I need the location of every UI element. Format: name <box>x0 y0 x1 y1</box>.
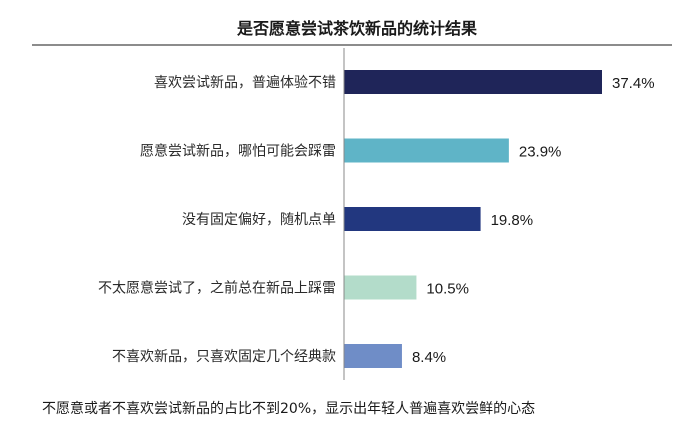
bar <box>344 138 509 163</box>
bar <box>344 207 481 231</box>
category-label: 喜欢尝试新品，普遍体验不错 <box>154 75 336 91</box>
bar <box>344 344 402 368</box>
bars-layer: 喜欢尝试新品，普遍体验不错 37.4% 愿意尝试新品，哪怕可能会踩雷 23.9% 没有固… <box>98 70 655 368</box>
value-label: 23.9% <box>519 144 562 161</box>
bar <box>344 70 602 94</box>
category-label: 愿意尝试新品，哪怕可能会踩雷 <box>140 143 336 160</box>
category-label: 不喜欢新品，只喜欢固定几个经典款 <box>112 349 336 365</box>
value-label: 37.4% <box>612 75 655 92</box>
chart-title: 是否愿意尝试茶饮新品的统计结果 <box>236 19 477 38</box>
bar <box>344 275 417 300</box>
value-label: 19.8% <box>491 212 534 229</box>
category-label: 没有固定偏好，随机点单 <box>182 212 336 228</box>
footnote: 不愿意或者不喜欢尝试新品的占比不到20%，显示出年轻人普遍喜欢尝鲜的心态 <box>42 400 535 417</box>
value-label: 8.4% <box>412 349 446 366</box>
category-label: 不太愿意尝试了，之前总在新品上踩雷 <box>98 280 336 297</box>
value-label: 10.5% <box>426 281 469 298</box>
